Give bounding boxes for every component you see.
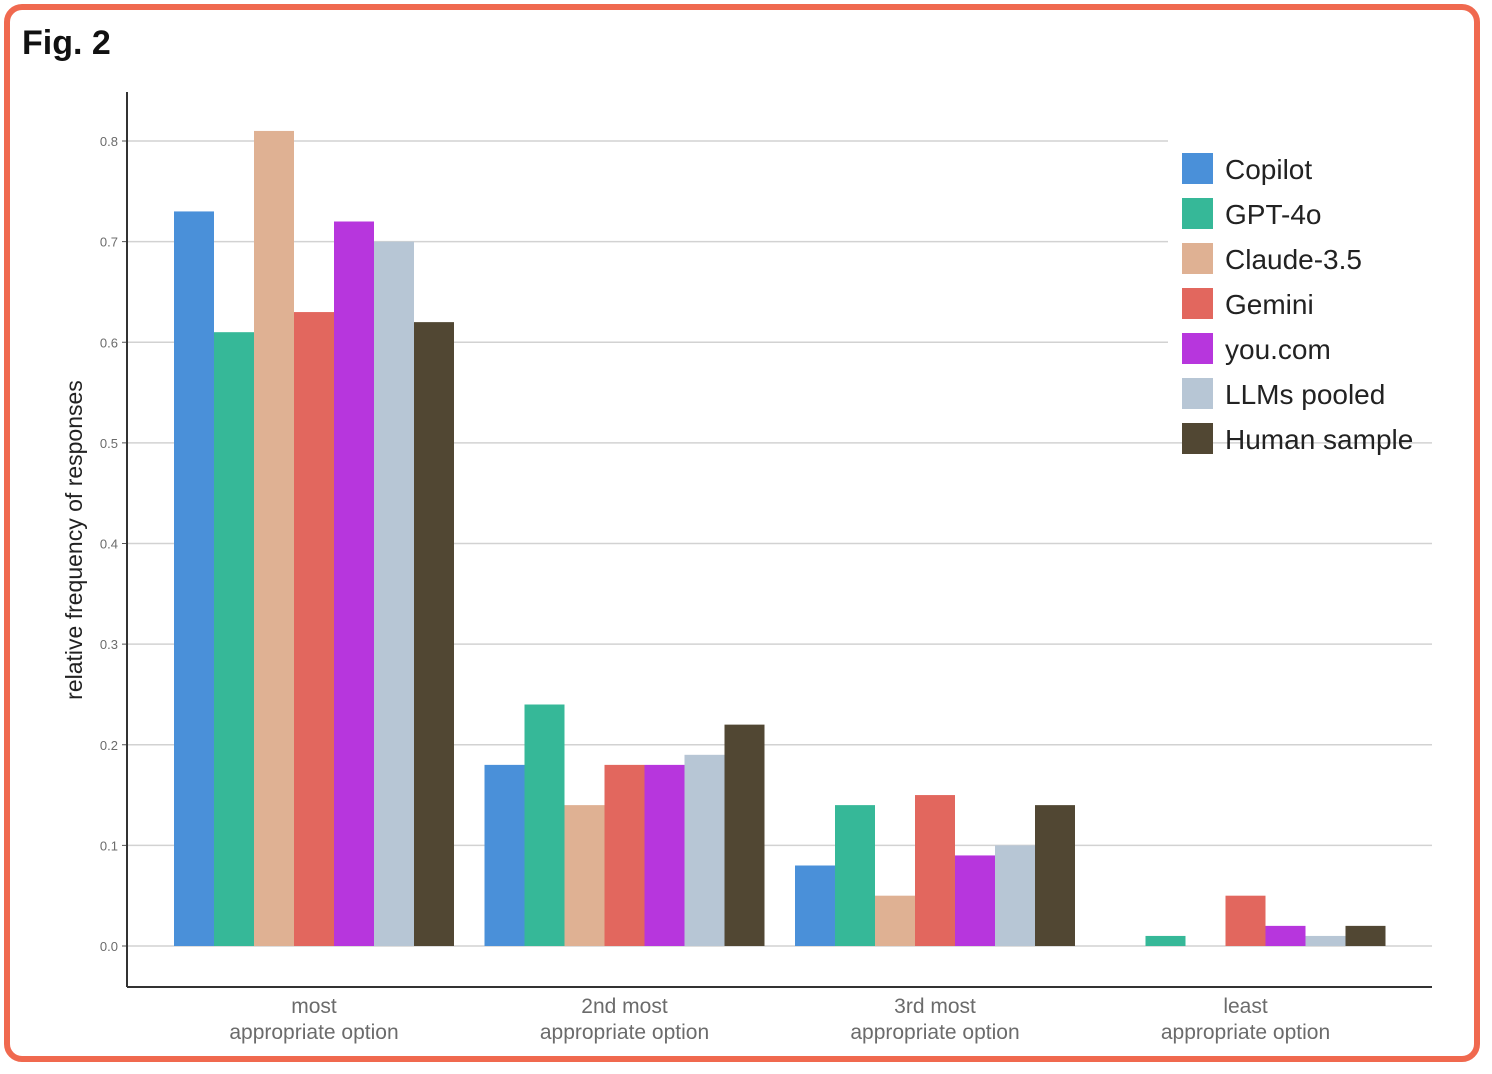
y-tick-label: 0.5 (100, 436, 118, 451)
legend-label: Gemini (1225, 289, 1314, 320)
legend-swatch (1182, 333, 1213, 364)
bar-human-sample (414, 322, 454, 946)
bar-gpt-4o (835, 805, 875, 946)
x-category-label: appropriate option (540, 1021, 709, 1044)
x-category-label: 2nd most (581, 995, 668, 1018)
legend-swatch (1182, 378, 1213, 409)
y-tick-label: 0.4 (100, 537, 118, 552)
bar-claude-3-5 (564, 805, 605, 946)
x-category-label: 3rd most (894, 995, 976, 1018)
bar-you-com (1265, 925, 1306, 946)
x-category-label: appropriate option (1161, 1021, 1330, 1044)
y-tick-label: 0.0 (100, 939, 118, 954)
legend-label: LLMs pooled (1225, 379, 1385, 410)
bar-gemini (915, 795, 955, 946)
y-tick-label: 0.8 (100, 134, 118, 149)
bar-human-sample (724, 724, 765, 946)
x-category-label: most (291, 995, 337, 1018)
bar-gpt-4o (214, 332, 254, 946)
bar-llms-pooled (1305, 935, 1346, 946)
x-category-label: least (1223, 995, 1268, 1018)
y-tick-label: 0.2 (100, 738, 118, 753)
bar-you-com (644, 764, 685, 946)
legend-swatch (1182, 243, 1213, 274)
bar-you-com (334, 221, 374, 946)
bar-human-sample (1035, 805, 1075, 946)
y-tick-label: 0.1 (100, 838, 118, 853)
legend-label: GPT-4o (1225, 199, 1321, 230)
x-category-label: appropriate option (229, 1021, 398, 1044)
bar-gemini (294, 312, 334, 946)
y-tick-label: 0.7 (100, 235, 118, 250)
legend-swatch (1182, 153, 1213, 184)
bar-copilot (795, 865, 835, 946)
bar-llms-pooled (684, 754, 725, 946)
bar-claude-3-5 (875, 895, 915, 946)
legend-label: Copilot (1225, 154, 1312, 185)
axes: 0.0 0.1 0.2 0.3 0.4 0.5 0.6 0.7 0.8 most appropria… (100, 92, 1432, 1044)
legend-swatch (1182, 198, 1213, 229)
bar-copilot (484, 764, 525, 946)
bar-gemini (604, 764, 645, 946)
bar-gpt-4o (524, 704, 565, 946)
bar-claude-3-5 (254, 130, 294, 946)
bar-llms-pooled (995, 845, 1035, 946)
legend-swatch (1182, 288, 1213, 319)
bar-human-sample (1345, 925, 1386, 946)
legend-label: you.com (1225, 334, 1331, 365)
bar-llms-pooled (374, 241, 414, 946)
bar-you-com (955, 855, 995, 946)
legend-swatch (1182, 423, 1213, 454)
y-tick-label: 0.3 (100, 637, 118, 652)
legend-label: Claude-3.5 (1225, 244, 1362, 275)
legend-label: Human sample (1225, 424, 1413, 455)
bar-gemini (1225, 895, 1266, 946)
x-category-label: appropriate option (850, 1021, 1019, 1044)
bars (174, 130, 1386, 946)
y-tick-label: 0.6 (100, 335, 118, 350)
figure-label: Fig. 2 (22, 24, 111, 62)
bar-gpt-4o (1145, 935, 1186, 946)
legend: Copilot GPT-4o Claude-3.5 Gemini you.com LLMs… (1182, 153, 1413, 455)
y-axis-label: relative frequency of responses (61, 380, 87, 700)
bar-copilot (174, 211, 214, 946)
